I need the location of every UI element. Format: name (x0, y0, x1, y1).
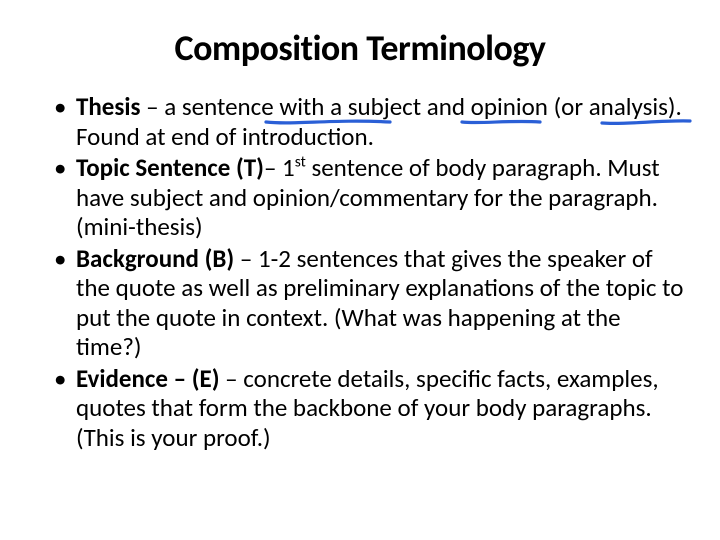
bullet-list: Thesis – a sentence with a subject and o… (36, 92, 684, 452)
term-sep: – (140, 91, 164, 122)
term-sep: – (234, 243, 258, 274)
term-label: Evidence – (E) (76, 363, 220, 394)
term-sep: – (220, 363, 244, 394)
list-item: Background (B) – 1-2 sentences that give… (54, 244, 684, 362)
term-body: a sentence with a subject and opinion (o… (76, 91, 682, 152)
slide: Composition Terminology Thesis – a sente… (0, 0, 720, 540)
term-body-pre: 1 (282, 152, 295, 183)
term-label: Thesis (76, 91, 140, 122)
term-label: Background (B) (76, 243, 234, 274)
bullet-row-1: Thesis – a sentence with a subject and o… (76, 91, 682, 152)
term-label: Topic Sentence (T) (76, 152, 264, 183)
list-item: Evidence – (E) – concrete details, speci… (54, 364, 684, 453)
list-item: Topic Sentence (T)– 1st sentence of body… (54, 153, 684, 242)
ordinal-sup: st (295, 153, 306, 172)
page-title: Composition Terminology (36, 26, 684, 70)
term-sep: – (264, 152, 282, 183)
list-item: Thesis – a sentence with a subject and o… (54, 92, 684, 151)
